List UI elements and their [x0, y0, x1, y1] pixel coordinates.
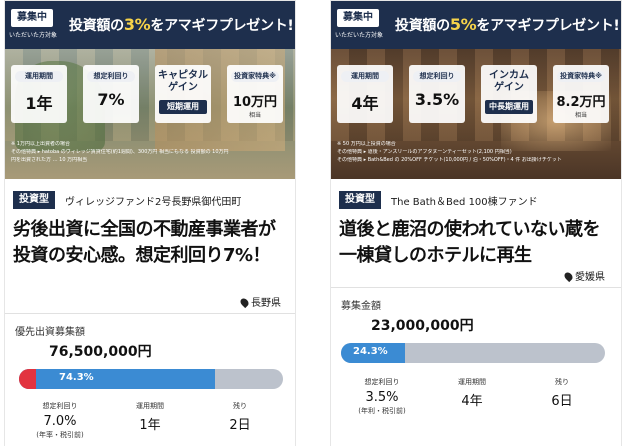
- stat-yield: 想定利回り 7%: [83, 65, 139, 123]
- fund-name[interactable]: The Bath＆Bed 100棟ファンド: [391, 197, 538, 208]
- progress-percent: 74.3%: [59, 372, 94, 383]
- hero-image: 募集中 いただいた方対象 投資額の3%をアマギフプレゼント! 運用期間 1年 想…: [5, 1, 295, 179]
- prefecture-label: 愛媛県: [562, 268, 605, 283]
- fund-type-row: 投資型 The Bath＆Bed 100棟ファンド: [339, 191, 617, 209]
- progress-percent: 24.3%: [353, 346, 388, 357]
- metric-yield: 想定利回り 7.0% (年率・税引前): [36, 402, 84, 439]
- bonus-rate: 5%: [449, 15, 477, 34]
- stat-gain-type: キャピタル ゲイン 短期運用: [155, 65, 211, 123]
- stat-bonus: 投資家特典※ 10万円 相当: [227, 65, 283, 123]
- fund-headline[interactable]: 劣後出資に全国の不動産事業者が投資の安心感。想定利回り7%！: [13, 219, 276, 266]
- fund-card-nagano[interactable]: 募集中 いただいた方対象 投資額の3%をアマギフプレゼント! 運用期間 1年 想…: [4, 0, 296, 446]
- stat-period: 運用期間 1年: [11, 65, 67, 123]
- metric-period: 運用期間 4年: [458, 378, 486, 409]
- bonus-rate: 3%: [123, 15, 151, 34]
- location-pin-icon: [562, 270, 575, 283]
- investment-type-badge: 投資型: [13, 191, 55, 209]
- fine-print-3: 円を出資された方 … 10 万円相当: [11, 157, 88, 163]
- amount-label: 募集金額: [341, 301, 381, 312]
- progress-fill: [19, 369, 216, 389]
- location-pin-icon: [238, 296, 251, 309]
- campaign-banner: 募集中 いただいた方対象 投資額の3%をアマギフプレゼント!: [5, 1, 295, 49]
- amount-value: 23,000,000円: [371, 318, 474, 334]
- prefecture-label: 長野県: [238, 294, 281, 309]
- recruiting-badge: 募集中: [11, 9, 53, 27]
- recruiting-badge: 募集中: [337, 9, 379, 27]
- fine-print-1: ※ 50 万円以上投資の場合: [337, 141, 396, 147]
- metric-remaining: 残り 2日: [229, 402, 251, 433]
- metric-remaining: 残り 6日: [551, 378, 573, 409]
- fine-print-2: その他特典 ▸ 道後・アンスリールのアフタヌーンティーセット(2,100 円相当…: [337, 149, 512, 155]
- divider: [5, 313, 295, 314]
- fund-headline[interactable]: 道後と鹿沼の使われていない蔵を一棟貸しのホテルに再生: [339, 219, 601, 266]
- fund-name[interactable]: ヴィレッジファンド2号長野県御代田町: [65, 197, 242, 208]
- fine-print-3: その他特典 ▸ Bath&Bed の 20%OFF チケット(10,000円 /…: [337, 157, 562, 163]
- amount-label: 優先出資募集額: [15, 327, 85, 338]
- funding-progress-bar: 24.3%: [341, 343, 605, 363]
- gain-title: インカム ゲイン: [489, 70, 529, 93]
- stat-yield: 想定利回り 3.5%: [409, 65, 465, 123]
- progress-fill: [341, 343, 406, 363]
- investment-type-badge: 投資型: [339, 191, 381, 209]
- gain-title: キャピタル ゲイン: [158, 70, 208, 93]
- fine-print-1: ※ 1万円以上出資者の場合: [11, 141, 70, 147]
- fund-card-bath-bed[interactable]: 募集中 いただいた方対象 投資額の5%をアマギフプレゼント! 運用期間 4年 想…: [330, 0, 622, 446]
- fund-metrics: 想定利回り 3.5% (年利・税引前) 運用期間 4年 残り 6日: [331, 377, 621, 427]
- campaign-title: 投資額の3%をアマギフプレゼント!: [69, 15, 294, 34]
- hero-image: 募集中 いただいた方対象 投資額の5%をアマギフプレゼント! 運用期間 4年 想…: [331, 1, 621, 179]
- campaign-banner: 募集中 いただいた方対象 投資額の5%をアマギフプレゼント!: [331, 1, 621, 49]
- divider: [331, 287, 621, 288]
- fund-metrics: 想定利回り 7.0% (年率・税引前) 運用期間 1年 残り 2日: [5, 401, 295, 446]
- funding-progress-bar: 74.3%: [19, 369, 283, 389]
- badge-subtext: いただいた方対象: [335, 32, 384, 39]
- metric-period: 運用期間 1年: [136, 402, 164, 433]
- stat-bonus: 投資家特典※ 8.2万円 相当: [553, 65, 609, 123]
- amount-value: 76,500,000円: [49, 344, 152, 360]
- fine-print-2: その他特典 ▸ hatoba のヴィレッジ賃貸住宅(約1週間)、300万円 相当…: [11, 149, 229, 155]
- fund-type-row: 投資型 ヴィレッジファンド2号長野県御代田町: [13, 191, 291, 209]
- stat-period: 運用期間 4年: [337, 65, 393, 123]
- subordinate-fill: [19, 369, 37, 389]
- badge-subtext: いただいた方対象: [9, 32, 58, 39]
- metric-yield: 想定利回り 3.5% (年利・税引前): [358, 378, 406, 415]
- campaign-title: 投資額の5%をアマギフプレゼント!: [395, 15, 620, 34]
- stat-gain-type: インカム ゲイン 中長期運用: [481, 65, 537, 123]
